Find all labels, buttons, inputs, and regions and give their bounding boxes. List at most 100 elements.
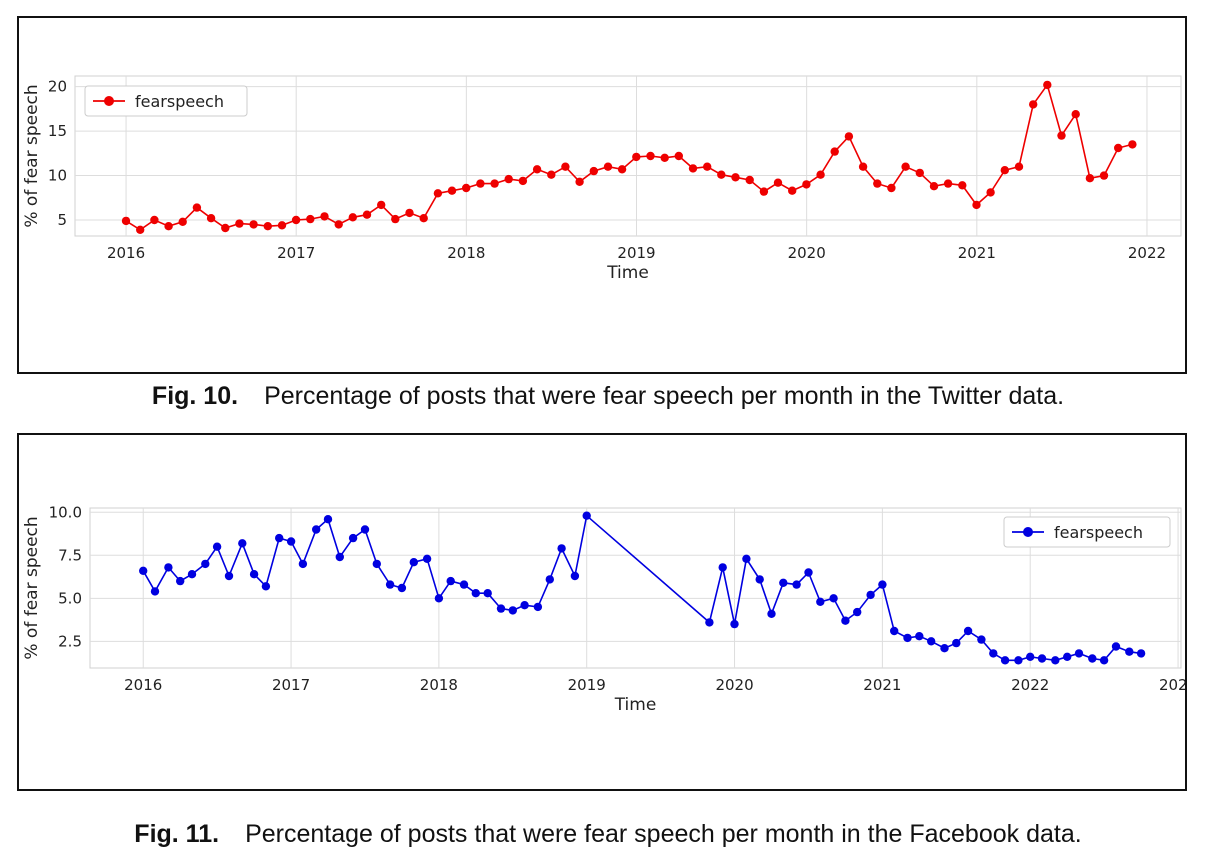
fig11-data-point [841, 616, 850, 625]
fig11-data-point [989, 649, 998, 658]
fig11-data-point [1014, 656, 1023, 665]
fig10-data-point [1029, 100, 1038, 109]
fig11-data-point [335, 552, 344, 562]
fig11-legend-box [1003, 516, 1171, 548]
fig11-data-point [582, 511, 591, 520]
fig10-data-point [150, 215, 159, 225]
fig11-data-point [742, 554, 751, 563]
figure-10-caption: Fig. 10. Percentage of posts that were fe… [0, 382, 1216, 411]
fig10-data-point [873, 179, 882, 188]
figure-11-frame: 2016 2017 2018 2019 2020 2021 2022 2023 2.5 5.0 7.… [17, 433, 1187, 791]
fig10-data-point [958, 181, 967, 190]
fig10-data-point [943, 179, 953, 188]
fig10-x-tick-label: 2018 [447, 244, 485, 262]
fig10-x-tick-label: 2021 [958, 244, 996, 262]
fig11-data-point [963, 626, 973, 636]
fig10-plot-area [74, 75, 1182, 237]
fig11-data-point [409, 558, 418, 567]
fig10-data-point [249, 220, 258, 229]
fig11-data-point [348, 533, 358, 543]
fig11-data-point [520, 601, 529, 610]
fig11-data-point [508, 606, 517, 615]
fig10-data-point [816, 170, 825, 179]
fig10-data-point [518, 176, 528, 186]
fig10-data-point [348, 213, 357, 222]
fig10-y-tick-label: 10 [48, 167, 67, 185]
fig11-x-tick-label: 2018 [420, 676, 458, 694]
fig11-y-tick-label: 2.5 [58, 632, 82, 650]
fig10-data-point [589, 166, 598, 176]
fig10-data-point [1071, 110, 1080, 119]
fig11-data-point [385, 580, 395, 589]
fig10-data-point [915, 168, 924, 178]
twitter-fear-speech-chart: 2016 2017 2018 2019 2020 2021 2022 5 10 15 20 Time%… [22, 75, 1182, 283]
fig11-data-point [545, 575, 554, 584]
fig11-data-point [212, 542, 222, 551]
fig10-data-point [646, 151, 655, 161]
fig11-data-point [275, 533, 284, 543]
fig11-data-point [1125, 647, 1134, 656]
figure-10-caption-text: Percentage of posts that were fear speec… [264, 382, 1065, 410]
fig10-y-tick-label: 5 [57, 211, 67, 229]
fig10-data-point [1085, 174, 1095, 183]
fig10-x-tick-label: 2016 [107, 244, 145, 262]
fig10-data-point [178, 217, 187, 226]
fig10-data-point [490, 179, 499, 188]
fig11-data-point [533, 602, 543, 612]
fig11-data-point [570, 571, 580, 581]
fig11-x-tick-label: 2023 [1159, 676, 1185, 694]
fig11-y-tick-label: 7.5 [58, 546, 82, 564]
fig11-data-point [164, 563, 173, 572]
fig11-data-point [150, 587, 160, 596]
fig10-data-point [703, 162, 712, 171]
fig10-data-point [929, 182, 939, 191]
figure-11-caption-text: Percentage of posts that were fear speec… [245, 820, 1082, 848]
fig10-data-point [660, 153, 669, 162]
fig10-data-point [986, 188, 995, 197]
fig11-data-point [187, 570, 197, 579]
fig11-data-point [312, 525, 321, 534]
fig10-data-point [1099, 171, 1109, 180]
fig10-data-point [717, 170, 726, 179]
fig11-data-point [1099, 656, 1109, 665]
fig11-data-point [866, 590, 875, 600]
fig10-legend-label: fearspeech [135, 92, 224, 111]
fig11-data-point [360, 525, 370, 534]
fig11-data-point [176, 576, 185, 586]
fig11-data-point [804, 568, 813, 577]
fig10-data-point [1000, 166, 1009, 175]
fig11-data-point [767, 609, 776, 618]
fig10-data-point [858, 162, 868, 171]
fig11-data-point [286, 537, 296, 546]
fig11-data-point [779, 578, 788, 587]
fig10-data-point [844, 132, 854, 141]
fig11-x-tick-label: 2021 [863, 676, 901, 694]
fig10-data-point [405, 208, 414, 218]
fig11-data-point [927, 637, 936, 646]
figure-11-label: Fig. 11. [134, 820, 220, 848]
fig10-data-point [830, 147, 839, 156]
fig11-data-point [1051, 656, 1060, 665]
fig11-data-point [261, 582, 271, 591]
fig11-data-point [459, 580, 469, 589]
fig11-data-point [890, 626, 899, 636]
fig10-data-point [901, 162, 910, 171]
fig10-data-point [617, 165, 627, 174]
fig10-y-tick-label: 20 [48, 78, 67, 96]
fig10-data-point [773, 178, 783, 187]
fig11-data-point [372, 559, 381, 569]
fig11-data-point [1088, 654, 1097, 663]
fig10-data-point [263, 222, 272, 231]
fig10-data-point [277, 221, 287, 230]
fig10-data-point [1043, 80, 1052, 90]
fig11-data-point [496, 604, 506, 613]
fig11-data-point [1037, 654, 1047, 663]
fig11-data-point [816, 597, 825, 606]
fig11-data-point [915, 632, 924, 641]
fig10-data-point [377, 200, 386, 210]
fig11-data-point [434, 594, 444, 603]
fig11-data-point [483, 589, 492, 598]
fig10-x-tick-label: 2020 [788, 244, 826, 262]
fig10-data-point [1128, 140, 1137, 149]
fig11-data-point [705, 618, 714, 627]
